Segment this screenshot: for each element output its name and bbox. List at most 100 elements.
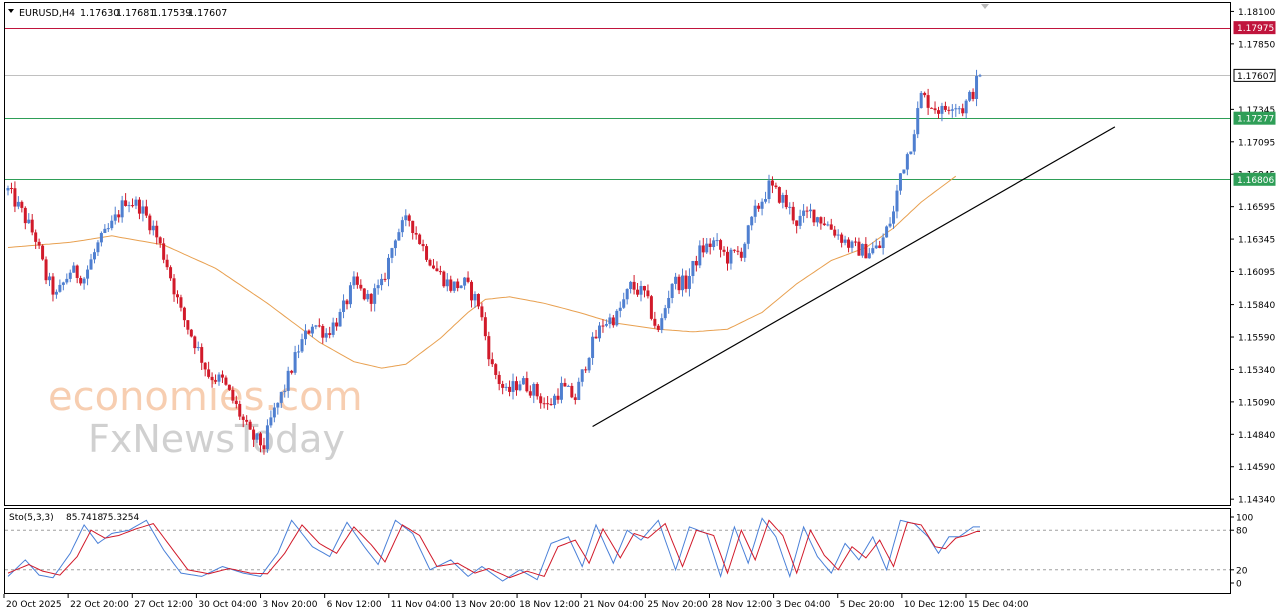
candle: [376, 279, 380, 295]
candle: [186, 320, 190, 335]
candle: [314, 324, 318, 330]
candle: [203, 362, 207, 377]
stochastic-panel-frame: [4, 508, 1231, 594]
candle: [940, 102, 944, 122]
candle-body: [622, 299, 626, 308]
candle: [37, 238, 41, 249]
candle-body: [885, 226, 889, 238]
y-tick-label: 1.14840: [1238, 431, 1275, 441]
candle: [279, 391, 283, 408]
stochastic-main-value: 85.7418: [66, 513, 103, 523]
candle: [283, 384, 287, 398]
candle-body: [514, 381, 518, 391]
candle: [445, 273, 449, 292]
candle-body: [902, 169, 906, 174]
candle-body: [819, 217, 823, 224]
candle: [214, 374, 218, 385]
candle: [293, 345, 297, 375]
candle: [957, 105, 961, 115]
candle: [829, 218, 833, 230]
candle-body: [746, 225, 750, 244]
candle-body: [936, 110, 940, 114]
candle-body: [864, 243, 868, 259]
candle: [438, 265, 442, 275]
candle-body: [649, 296, 653, 319]
candle: [705, 238, 709, 254]
candle-body: [452, 281, 456, 291]
x-tick-label: 10 Dec 12:00: [904, 600, 965, 610]
candle: [345, 298, 349, 310]
candle: [196, 341, 200, 351]
candle: [86, 265, 90, 286]
candle: [601, 319, 605, 333]
candle-body: [850, 241, 854, 248]
candle-body: [521, 378, 525, 385]
candle-body: [978, 75, 982, 77]
candle: [248, 419, 252, 430]
y-tick-label: 1.15840: [1238, 301, 1275, 311]
candle-body: [262, 445, 266, 450]
header-symbol: EURUSD,H4: [19, 8, 75, 19]
candle-body: [466, 277, 470, 282]
candle: [148, 213, 152, 235]
candle: [89, 253, 93, 270]
candle: [255, 433, 259, 443]
candle-body: [314, 325, 318, 327]
candle: [566, 384, 570, 387]
candle: [428, 258, 432, 267]
candle-body: [725, 251, 729, 264]
candle-body: [518, 384, 522, 391]
candle: [331, 317, 335, 338]
stochastic-tick-label: 80: [1236, 527, 1248, 537]
candle: [162, 238, 166, 264]
candle: [373, 283, 377, 312]
candle: [155, 220, 159, 245]
candle: [131, 198, 135, 208]
candle-body: [210, 376, 214, 381]
candle-body: [909, 151, 913, 155]
candle-body: [342, 300, 346, 312]
dropdown-triangle-icon[interactable]: [8, 9, 14, 13]
candle-body: [220, 374, 224, 378]
candle-body: [279, 391, 283, 403]
candle: [819, 216, 823, 230]
price-label-box: [1233, 172, 1276, 186]
candle-body: [719, 240, 723, 250]
candle-body: [131, 205, 135, 207]
candle: [577, 377, 581, 401]
candle: [386, 254, 390, 287]
candle-body: [393, 240, 397, 249]
candle: [653, 311, 657, 329]
candle-body: [674, 276, 678, 284]
y-tick-label: 1.14340: [1238, 496, 1275, 506]
candle: [307, 329, 311, 335]
candle: [27, 213, 31, 224]
trendline-layer: [592, 126, 1116, 428]
stochastic-label: Sto(5,3,3): [9, 513, 54, 523]
shift-marker-icon[interactable]: [981, 4, 989, 9]
candle-body: [954, 108, 958, 110]
candle: [404, 209, 408, 227]
candle-body: [86, 269, 90, 279]
candle-body: [297, 351, 301, 353]
candle-body: [736, 250, 740, 252]
candle-body: [570, 385, 574, 398]
candle-body: [241, 416, 245, 420]
candle-body: [117, 214, 121, 218]
candle: [961, 103, 965, 117]
candle-body: [290, 370, 294, 373]
candle: [853, 237, 857, 247]
candle: [798, 209, 802, 230]
candle: [950, 104, 954, 118]
candle: [501, 380, 505, 395]
candle-body: [594, 336, 598, 339]
candle-body: [826, 224, 830, 226]
candle: [82, 276, 86, 290]
candle: [51, 273, 55, 302]
candle: [383, 272, 387, 282]
candle-body: [196, 347, 200, 349]
candle: [694, 255, 698, 272]
candle-body: [359, 284, 363, 289]
candle-body: [853, 241, 857, 243]
price-label-box: [1233, 68, 1276, 82]
